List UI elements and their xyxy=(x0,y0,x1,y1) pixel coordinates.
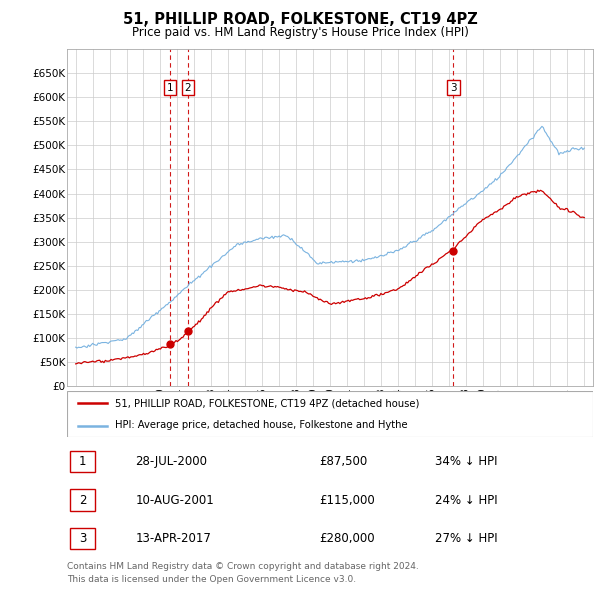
Text: 3: 3 xyxy=(450,83,457,93)
Text: 34% ↓ HPI: 34% ↓ HPI xyxy=(435,455,497,468)
Text: HPI: Average price, detached house, Folkestone and Hythe: HPI: Average price, detached house, Folk… xyxy=(115,420,407,430)
Text: 27% ↓ HPI: 27% ↓ HPI xyxy=(435,532,498,545)
Text: 13-APR-2017: 13-APR-2017 xyxy=(136,532,211,545)
Text: 2: 2 xyxy=(184,83,191,93)
FancyBboxPatch shape xyxy=(70,528,95,549)
Text: 28-JUL-2000: 28-JUL-2000 xyxy=(136,455,208,468)
Text: 3: 3 xyxy=(79,532,86,545)
Text: £280,000: £280,000 xyxy=(319,532,375,545)
Text: 24% ↓ HPI: 24% ↓ HPI xyxy=(435,493,498,507)
Text: Price paid vs. HM Land Registry's House Price Index (HPI): Price paid vs. HM Land Registry's House … xyxy=(131,26,469,39)
Text: Contains HM Land Registry data © Crown copyright and database right 2024.: Contains HM Land Registry data © Crown c… xyxy=(67,562,419,571)
FancyBboxPatch shape xyxy=(70,451,95,472)
FancyBboxPatch shape xyxy=(70,490,95,510)
Text: £115,000: £115,000 xyxy=(319,493,375,507)
Text: 2: 2 xyxy=(79,493,86,507)
Text: 51, PHILLIP ROAD, FOLKESTONE, CT19 4PZ (detached house): 51, PHILLIP ROAD, FOLKESTONE, CT19 4PZ (… xyxy=(115,398,419,408)
Text: 10-AUG-2001: 10-AUG-2001 xyxy=(136,493,214,507)
FancyBboxPatch shape xyxy=(67,391,593,437)
Text: £87,500: £87,500 xyxy=(319,455,368,468)
Text: 51, PHILLIP ROAD, FOLKESTONE, CT19 4PZ: 51, PHILLIP ROAD, FOLKESTONE, CT19 4PZ xyxy=(122,12,478,27)
Text: 1: 1 xyxy=(79,455,86,468)
Text: 1: 1 xyxy=(167,83,173,93)
Text: This data is licensed under the Open Government Licence v3.0.: This data is licensed under the Open Gov… xyxy=(67,575,356,584)
